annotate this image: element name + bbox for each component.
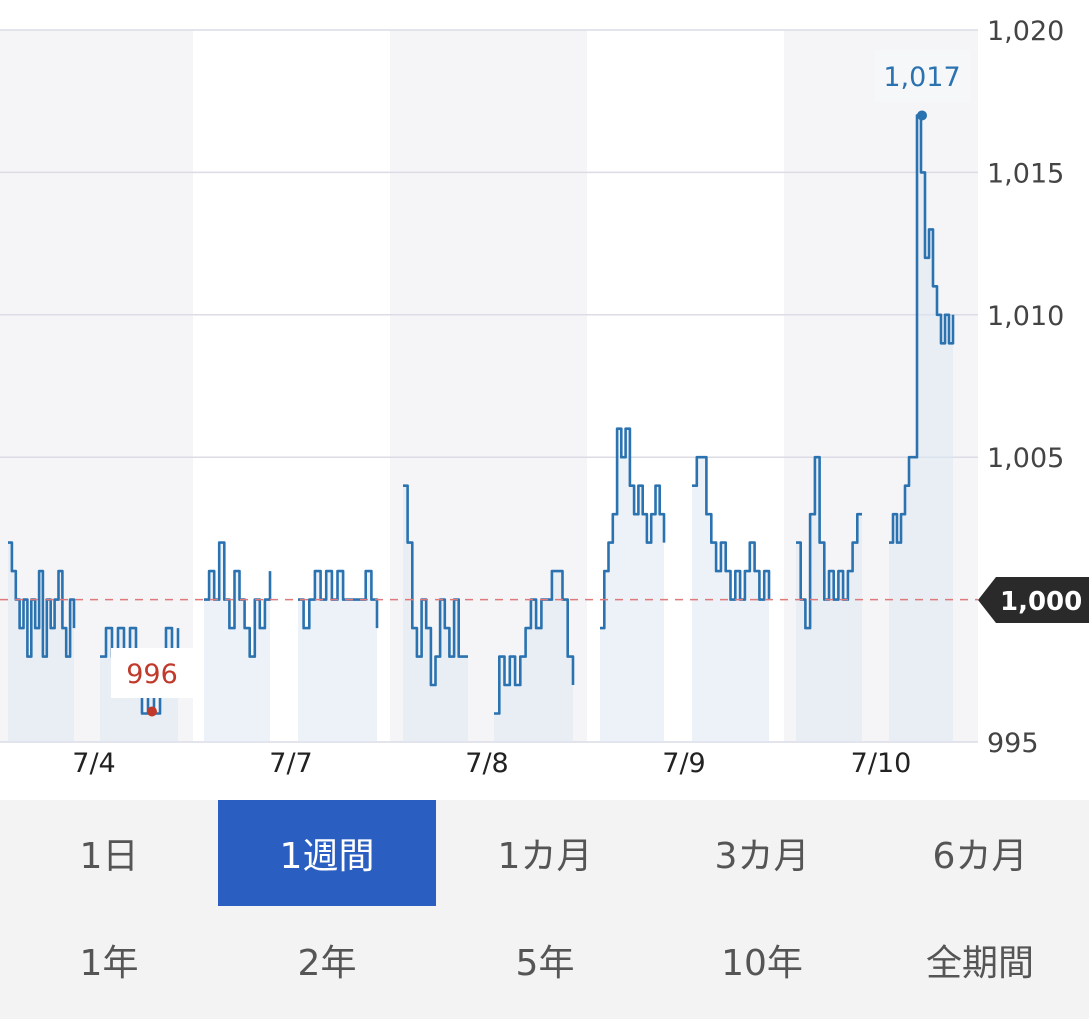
series-line bbox=[889, 114, 955, 544]
day-band bbox=[0, 30, 193, 742]
range-button-10年[interactable]: 10年 bbox=[721, 943, 803, 984]
range-button-1カ月[interactable]: 1カ月 bbox=[497, 836, 593, 877]
high-marker bbox=[917, 110, 927, 121]
series-line bbox=[692, 455, 771, 601]
series-area bbox=[403, 485, 468, 742]
y-tick-label: 1,015 bbox=[987, 158, 1064, 189]
low-annotation: 996 bbox=[111, 648, 193, 717]
y-tick-label: 1,005 bbox=[987, 443, 1064, 474]
price-chart: 1,020 1,015 1,010 1,005 995 7/4 7/7 7/8 7/9 7/10… bbox=[0, 16, 1089, 779]
x-axis-labels: 7/4 7/7 7/8 7/9 7/10 bbox=[72, 748, 911, 779]
series-line bbox=[796, 455, 862, 630]
y-tick-label: 1,020 bbox=[987, 16, 1064, 47]
series-area bbox=[298, 571, 377, 742]
series-area bbox=[8, 542, 74, 742]
range-selector: 1日 1週間 1カ月 3カ月 6カ月 1年 2年 5年 10年 全期間 bbox=[0, 800, 1089, 1019]
range-button-6カ月[interactable]: 6カ月 bbox=[932, 836, 1028, 877]
x-tick-label: 7/4 bbox=[72, 748, 115, 779]
x-tick-label: 7/8 bbox=[465, 748, 508, 779]
low-marker bbox=[147, 706, 157, 717]
range-button-5年[interactable]: 5年 bbox=[515, 943, 575, 984]
x-tick-label: 7/10 bbox=[851, 748, 912, 779]
series-line bbox=[600, 427, 666, 630]
series-line bbox=[403, 484, 468, 687]
reference-badge-label: 1,000 bbox=[1000, 587, 1082, 617]
reference-badge: 1,000 bbox=[978, 577, 1089, 623]
range-button-1日[interactable]: 1日 bbox=[79, 836, 139, 877]
y-axis-labels: 1,020 1,015 1,010 1,005 995 bbox=[987, 16, 1064, 759]
x-tick-label: 7/7 bbox=[269, 748, 312, 779]
y-tick-label: 995 bbox=[987, 728, 1039, 759]
x-tick-label: 7/9 bbox=[662, 748, 705, 779]
series-area bbox=[889, 115, 953, 742]
series-area bbox=[600, 428, 664, 742]
range-button-1週間[interactable]: 1週間 bbox=[218, 800, 436, 906]
range-button-3カ月[interactable]: 3カ月 bbox=[714, 836, 810, 877]
series-line bbox=[8, 541, 76, 658]
y-tick-label: 1,010 bbox=[987, 301, 1064, 332]
series-area bbox=[494, 571, 573, 742]
low-label: 996 bbox=[126, 659, 178, 690]
range-button-全期間[interactable]: 全期間 bbox=[925, 943, 1034, 984]
high-label: 1,017 bbox=[883, 62, 960, 93]
range-button-1年[interactable]: 1年 bbox=[79, 943, 139, 984]
high-annotation: 1,017 bbox=[874, 50, 970, 121]
range-button-2年[interactable]: 2年 bbox=[297, 943, 357, 984]
